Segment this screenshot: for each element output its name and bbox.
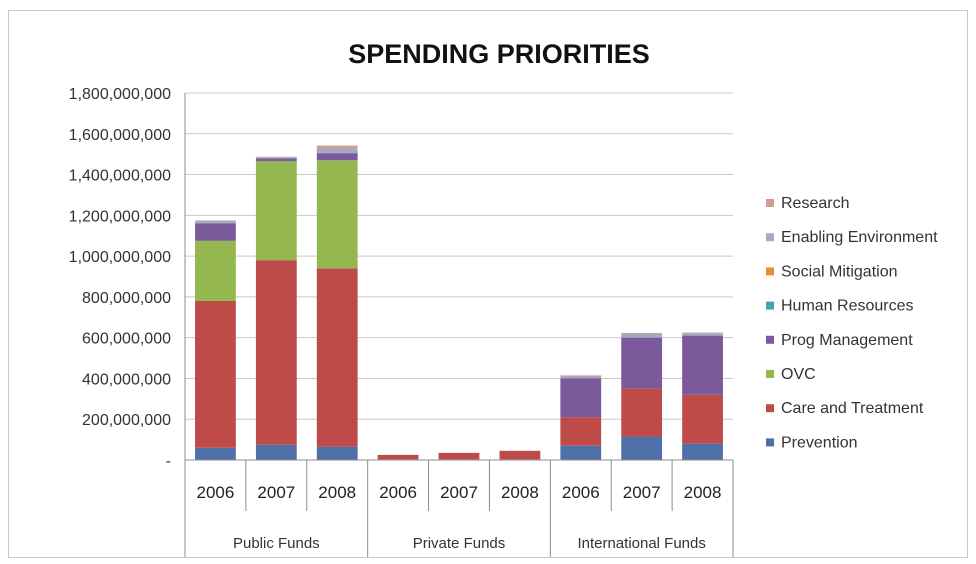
bar-segment-care-and-treatment bbox=[316, 268, 358, 447]
group-labels: Public Funds Private Funds International F… bbox=[233, 535, 706, 552]
x-tick-label: 2007 bbox=[257, 483, 295, 502]
bar-segment-ovc bbox=[316, 160, 358, 269]
bar-segment-care-and-treatment bbox=[560, 417, 602, 446]
x-tick-label: 2006 bbox=[379, 483, 417, 502]
bar-segment-prevention bbox=[255, 444, 297, 460]
bar-segment-prevention bbox=[560, 445, 602, 460]
bar-segment-research bbox=[621, 332, 663, 334]
legend-swatch bbox=[766, 335, 774, 344]
legend-swatch bbox=[766, 370, 774, 378]
bar-segment-enabling-environment bbox=[195, 221, 236, 224]
x-tick-label: 2007 bbox=[440, 483, 478, 502]
y-tick-label: 1,200,000,000 bbox=[69, 208, 171, 225]
bar-segment-research bbox=[560, 375, 602, 376]
legend-label: OVC bbox=[781, 366, 816, 383]
spending-priorities-chart: SPENDING PRIORITIES - 200,000,000 400,000,… bbox=[69, 39, 938, 557]
y-tick-label: 200,000,000 bbox=[82, 412, 171, 429]
bar-segment-ovc bbox=[255, 161, 297, 261]
chart-frame: SPENDING PRIORITIES - 200,000,000 400,000,… bbox=[8, 10, 968, 558]
bar-segment-enabling-environment bbox=[316, 148, 358, 154]
legend-swatch bbox=[766, 199, 774, 207]
y-tick-label: 1,000,000,000 bbox=[69, 249, 171, 266]
bar-segment-prog-management bbox=[621, 337, 663, 389]
bar-segment-research bbox=[316, 145, 358, 149]
legend-label: Research bbox=[781, 195, 849, 212]
y-tick-label: 1,800,000,000 bbox=[69, 86, 171, 103]
y-axis-labels: - 200,000,000 400,000,000 600,000,000 800,00… bbox=[69, 86, 171, 470]
group-label: Private Funds bbox=[413, 535, 506, 552]
x-tick-label: 2008 bbox=[318, 483, 356, 502]
y-tick-label: 400,000,000 bbox=[82, 371, 171, 388]
category-labels: 2006 2007 2008 2006 2007 2008 2006 2007 2008 bbox=[197, 483, 722, 502]
bar-segment-prevention bbox=[195, 447, 236, 460]
axes bbox=[184, 93, 734, 557]
y-tick-label: 800,000,000 bbox=[82, 290, 171, 307]
bar-segment-prevention bbox=[621, 436, 663, 460]
bar-segment-care-and-treatment bbox=[499, 450, 541, 460]
x-tick-label: 2008 bbox=[501, 483, 539, 502]
legend-label: Prog Management bbox=[781, 332, 913, 349]
y-tick-label: - bbox=[166, 453, 171, 470]
legend-label: Prevention bbox=[781, 434, 858, 451]
bar-segment-care-and-treatment bbox=[195, 300, 236, 448]
bar-segment-prog-management bbox=[195, 223, 236, 241]
bar-segment-care-and-treatment bbox=[377, 454, 419, 460]
legend: Research Enabling Environment Social Mitig… bbox=[766, 195, 938, 451]
bar-segment-care-and-treatment bbox=[682, 394, 723, 444]
bar-segment-research bbox=[255, 156, 297, 158]
x-tick-label: 2008 bbox=[684, 483, 722, 502]
bar-segment-enabling-environment bbox=[621, 333, 663, 338]
legend-swatch bbox=[766, 438, 774, 447]
x-tick-label: 2006 bbox=[197, 483, 235, 502]
legend-swatch bbox=[766, 404, 774, 413]
bar-segment-ovc bbox=[195, 240, 236, 301]
bar-segment-prog-management bbox=[316, 153, 358, 161]
bar-segment-prevention bbox=[682, 443, 723, 460]
x-tick-label: 2006 bbox=[562, 483, 600, 502]
bar-segment-care-and-treatment bbox=[438, 452, 480, 460]
legend-label: Care and Treatment bbox=[781, 400, 924, 417]
bar-segment-prevention bbox=[316, 446, 358, 460]
y-tick-label: 600,000,000 bbox=[82, 331, 171, 348]
y-tick-label: 1,600,000,000 bbox=[69, 127, 171, 144]
legend-swatch bbox=[766, 233, 774, 242]
group-label: Public Funds bbox=[233, 535, 320, 552]
legend-label: Enabling Environment bbox=[781, 229, 938, 246]
bar-segment-prog-management bbox=[682, 335, 723, 395]
legend-label: Social Mitigation bbox=[781, 263, 898, 280]
bars bbox=[195, 145, 723, 460]
bar-segment-prog-management bbox=[255, 158, 297, 162]
bar-segment-enabling-environment bbox=[560, 375, 602, 379]
bar-segment-enabling-environment bbox=[682, 333, 723, 336]
bar-segment-enabling-environment bbox=[255, 157, 297, 159]
bar-segment-research bbox=[195, 220, 236, 222]
bar-segment-prog-management bbox=[560, 378, 602, 418]
bar-segment-care-and-treatment bbox=[621, 388, 663, 437]
bar-segment-care-and-treatment bbox=[255, 260, 297, 445]
bar-segment-research bbox=[682, 332, 723, 334]
legend-label: Human Resources bbox=[781, 298, 914, 315]
legend-swatch bbox=[766, 301, 774, 310]
group-label: International Funds bbox=[577, 535, 705, 552]
chart-title: SPENDING PRIORITIES bbox=[348, 39, 650, 69]
y-tick-label: 1,400,000,000 bbox=[69, 168, 171, 185]
x-tick-label: 2007 bbox=[623, 483, 661, 502]
legend-swatch bbox=[766, 267, 774, 276]
